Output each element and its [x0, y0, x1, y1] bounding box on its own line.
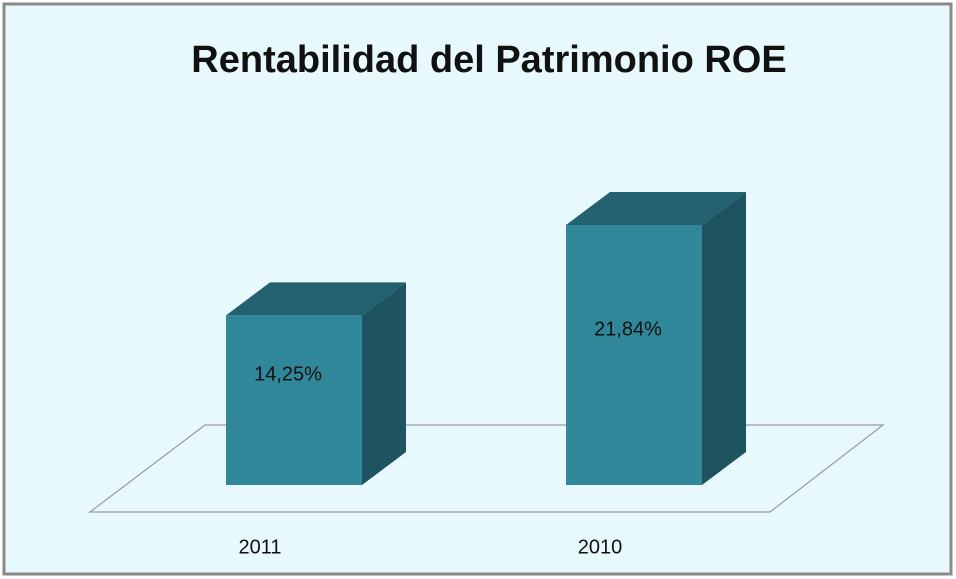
bar	[566, 192, 746, 485]
x-tick-label: 2010	[578, 536, 623, 558]
data-label: 21,84%	[594, 318, 662, 340]
data-label: 14,25%	[254, 363, 322, 385]
bar	[226, 282, 406, 485]
x-tick-label: 2011	[238, 536, 281, 558]
floor	[88, 424, 885, 513]
bar-front	[566, 225, 702, 485]
bar-front	[226, 315, 362, 485]
bar-side	[362, 282, 406, 485]
bar-top	[226, 282, 406, 316]
chart-title: Rentabilidad del Patrimonio ROE	[191, 39, 786, 81]
bar-top	[566, 192, 746, 225]
bar-side	[702, 192, 746, 485]
